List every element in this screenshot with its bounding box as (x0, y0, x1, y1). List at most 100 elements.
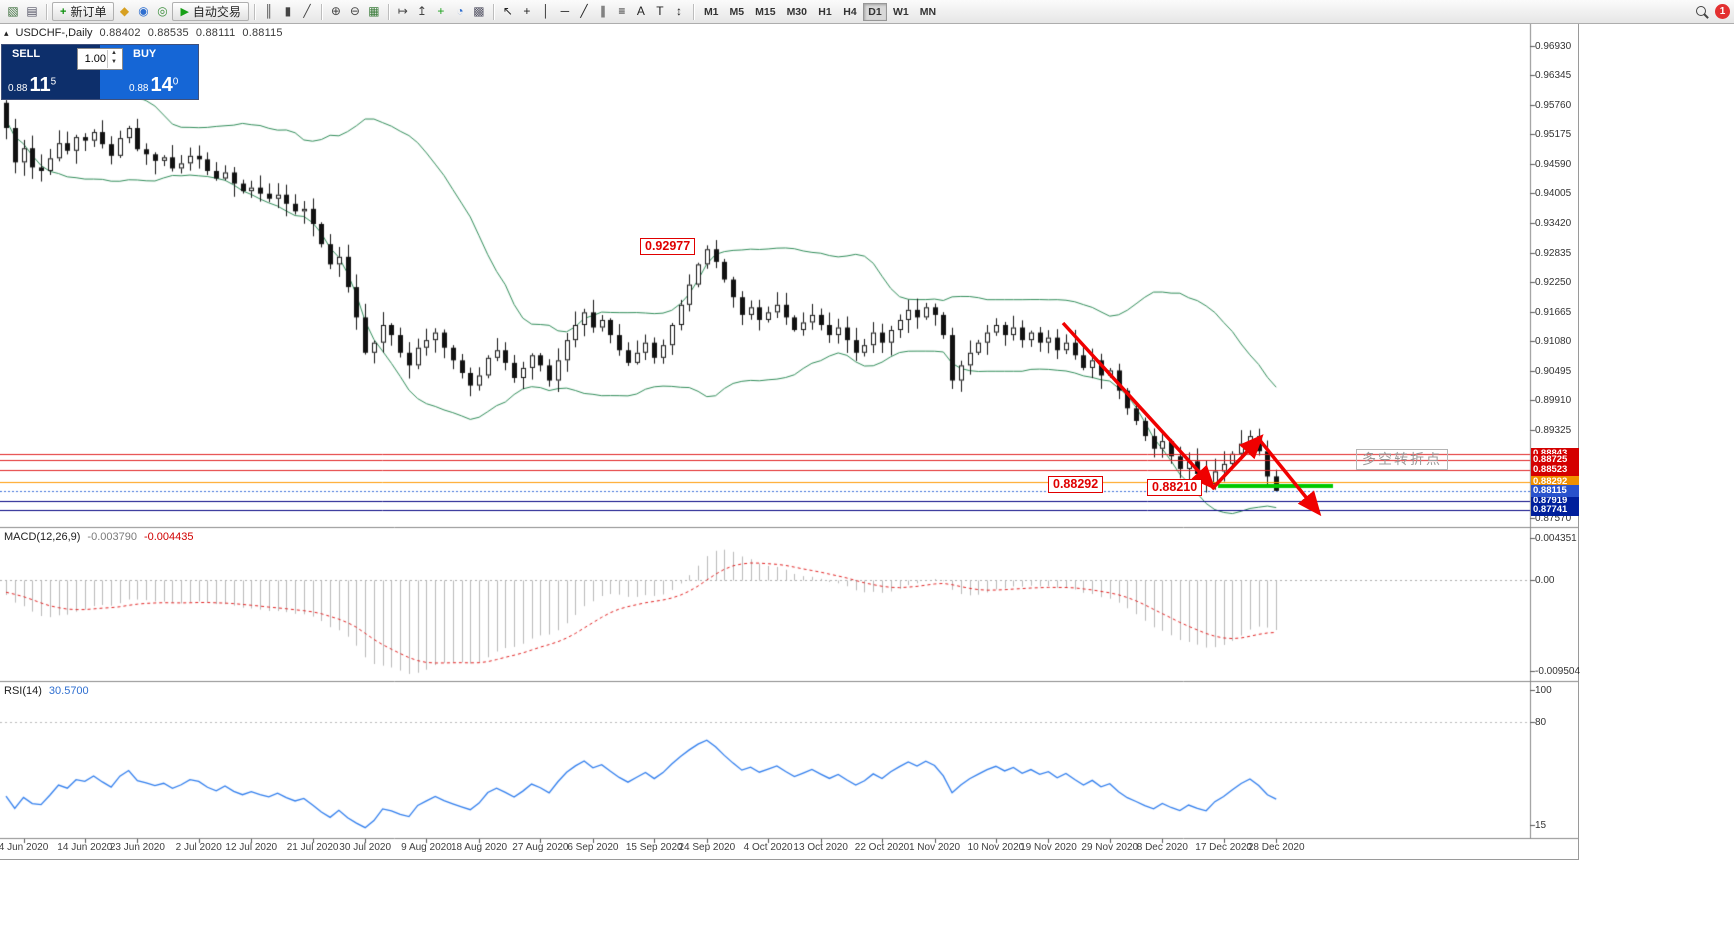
price-axis-label: 0.93420 (1535, 217, 1572, 229)
text-label-icon[interactable]: T (656, 3, 664, 18)
templates-icon[interactable]: ▩ (473, 3, 485, 18)
timeframe-m15-button[interactable]: M15 (750, 3, 780, 21)
turning-point-note[interactable]: 多空转折点 (1356, 449, 1448, 470)
sell-button[interactable]: SELL 0.88 115 (2, 45, 77, 99)
strategy-tester-icon[interactable]: ◎ (157, 3, 168, 18)
date-label: 2 Jul 2020 (175, 842, 222, 853)
text-icon[interactable]: A (636, 3, 645, 18)
date-label: 17 Dec 2020 (1195, 842, 1252, 853)
zoom-out-icon[interactable]: ⊖ (349, 3, 360, 18)
timeframe-m30-button[interactable]: M30 (782, 3, 812, 21)
toolbar: ▧ ▤ + 新订单 ◆ ◉ ◎ ▶ 自动交易 ║ ▮ ╱ ⊕ ⊖ ▦ ↦ ↥ + ◔ ▩ ↖ + │ ─ ╱ ∥ ≡ A T ↕ M1 M5 M… (0, 0, 1734, 24)
date-label: 15 Sep 2020 (625, 842, 683, 853)
toolbar-separator (387, 3, 389, 20)
autotrading-button-label: 自动交易 (192, 5, 241, 19)
timeframe-d1-button[interactable]: D1 (863, 2, 887, 21)
price-axis-label: 0.92250 (1535, 277, 1572, 289)
quick-trade-collapse-icon[interactable]: ▴ (4, 27, 9, 38)
horizontal-line-icon[interactable]: ─ (560, 3, 570, 18)
sell-price-big: 11 (29, 74, 51, 96)
vertical-line-icon[interactable]: │ (542, 3, 550, 18)
zoom-in-icon[interactable]: ⊕ (330, 3, 341, 18)
chart-shift-icon[interactable]: ↥ (416, 3, 427, 18)
date-label: 1 Nov 2020 (908, 842, 961, 853)
timeframe-m5-button[interactable]: M5 (725, 3, 750, 21)
metaeditor-icon[interactable]: ◆ (119, 3, 130, 18)
fibonacci-icon[interactable]: ≡ (618, 3, 626, 18)
macd-axis-label: 0.00 (1535, 575, 1555, 587)
candlestick-chart-icon[interactable]: ▮ (284, 3, 292, 18)
date-label: 4 Oct 2020 (743, 842, 793, 853)
timeframe-w1-button[interactable]: W1 (888, 3, 914, 21)
price-annotation[interactable]: 0.88210 (1147, 479, 1203, 496)
price-axis-label: 0.89910 (1535, 395, 1572, 407)
timeframe-h4-button[interactable]: H4 (838, 3, 862, 21)
volume-down-icon[interactable]: ▼ (111, 59, 117, 65)
date-label: 30 Jul 2020 (339, 842, 392, 853)
price-axis-label: 0.90495 (1535, 365, 1572, 377)
price-annotation[interactable]: 0.88292 (1048, 476, 1104, 493)
arrows-icon[interactable]: ↕ (675, 3, 682, 18)
date-label: 24 Sep 2020 (678, 842, 736, 853)
timeframe-m1-button[interactable]: M1 (699, 3, 724, 21)
sell-price: 0.88 115 (8, 74, 57, 96)
chart-symbol-label: USDCHF-,Daily (15, 27, 93, 39)
macd-axis-label: 0.004351 (1535, 533, 1577, 545)
autotrading-button[interactable]: ▶ 自动交易 (172, 2, 249, 21)
date-label: 27 Aug 2020 (512, 842, 569, 853)
cursor-icon[interactable]: ↖ (502, 3, 513, 18)
auto-scroll-icon[interactable]: ↦ (397, 3, 408, 18)
trendline-icon[interactable]: ╱ (580, 3, 588, 18)
rsi-pane-label: RSI(14) 30.5700 (4, 685, 89, 697)
macd-value-main: -0.003790 (87, 531, 137, 543)
indicators-icon[interactable]: + (437, 3, 445, 18)
date-label: 13 Oct 2020 (793, 842, 848, 853)
price-axis-label: 0.91080 (1535, 336, 1572, 348)
timeframe-mn-button[interactable]: MN (915, 3, 941, 21)
price-tag: 0.88115 (1531, 484, 1579, 497)
buy-label: BUY (133, 48, 157, 60)
ohlc-high: 0.88535 (147, 27, 189, 39)
bar-chart-icon[interactable]: ║ (264, 3, 274, 18)
notification-badge[interactable]: 1 (1715, 4, 1730, 19)
market-watch-icon[interactable]: ◉ (138, 3, 149, 18)
new-order-button[interactable]: + 新订单 (52, 2, 115, 21)
periods-icon[interactable]: ◔ (456, 3, 464, 18)
line-chart-icon[interactable]: ╱ (303, 3, 311, 18)
price-axis-label: 0.95760 (1535, 99, 1572, 111)
price-annotation[interactable]: 0.92977 (640, 238, 696, 255)
profiles-icon[interactable]: ▤ (26, 3, 38, 18)
date-label: 4 Jun 2020 (0, 842, 49, 853)
date-label: 28 Dec 2020 (1247, 842, 1305, 853)
price-axis-label: 0.89325 (1535, 424, 1572, 436)
search-icon[interactable] (1692, 3, 1710, 21)
buy-button[interactable]: BUY 0.88 140 (123, 45, 198, 99)
price-axis-label: 0.87570 (1535, 513, 1572, 525)
autotrading-button-icon: ▶ (180, 6, 189, 18)
date-label: 14 Jun 2020 (57, 842, 113, 853)
crosshair-icon[interactable]: + (523, 3, 531, 18)
date-label: 23 Jun 2020 (109, 842, 165, 853)
new-chart-icon[interactable]: ▧ (7, 3, 19, 18)
price-axis-label: 0.91665 (1535, 306, 1572, 318)
sell-price-sup: 5 (50, 76, 57, 88)
volume-up-icon[interactable]: ▲ (111, 50, 117, 56)
ohlc-low: 0.88111 (195, 27, 236, 39)
chart-title-row: ▴ USDCHF-,Daily 0.88402 0.88535 0.88111 … (4, 27, 283, 39)
date-label: 22 Oct 2020 (854, 842, 910, 853)
date-label: 12 Jul 2020 (225, 842, 278, 853)
toolbar-separator (692, 3, 694, 20)
date-label: 19 Nov 2020 (1020, 842, 1077, 853)
price-chart-canvas[interactable] (0, 24, 1578, 859)
volume-input[interactable] (78, 53, 107, 65)
macd-name: MACD(12,26,9) (4, 531, 81, 543)
date-label: 10 Nov 2020 (967, 842, 1025, 853)
toolbar-separator (253, 3, 255, 20)
channel-icon[interactable]: ∥ (599, 3, 606, 18)
price-tag: 0.87741 (1531, 503, 1579, 516)
new-order-button-label: 新订单 (70, 5, 107, 19)
tile-windows-icon[interactable]: ▦ (368, 3, 380, 18)
date-label: 6 Sep 2020 (567, 842, 619, 853)
timeframe-h1-button[interactable]: H1 (813, 3, 837, 21)
volume-stepper[interactable]: ▲ ▼ (107, 50, 120, 68)
